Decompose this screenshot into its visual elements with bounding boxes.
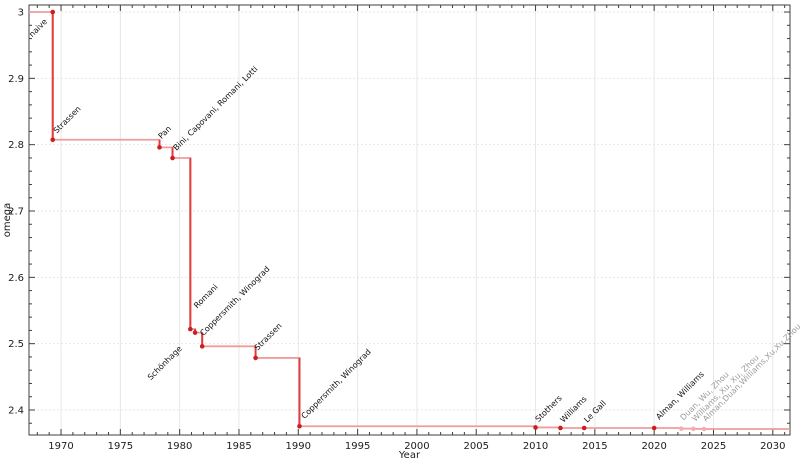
- y-tick-label: 2.6: [8, 273, 24, 284]
- y-tick-label: 2.5: [8, 339, 24, 350]
- data-point: [691, 426, 696, 432]
- data-point: [199, 344, 205, 349]
- x-tick-label: 2030: [760, 441, 785, 452]
- data-point: [558, 425, 563, 431]
- y-tick-label: 2.4: [8, 405, 24, 416]
- x-tick-label: 1980: [167, 441, 192, 452]
- data-point: [192, 330, 198, 335]
- data-point: [170, 155, 175, 161]
- y-tick-label: 3: [18, 8, 24, 19]
- data-point: [581, 425, 587, 431]
- plot-border: [28, 4, 791, 436]
- x-tick-label: 2020: [641, 441, 666, 452]
- point-label: Romani: [192, 282, 220, 310]
- x-tick-label: 2015: [582, 441, 607, 452]
- point-label: Coppersmith, Winograd: [198, 264, 271, 337]
- x-axis-label: Year: [398, 450, 421, 460]
- point-label: Strassen: [253, 321, 284, 352]
- data-point: [701, 426, 707, 432]
- point-label: Pan: [157, 124, 174, 141]
- point-label: Williams, Xu, Xu, Zhou: [690, 353, 760, 423]
- step-line: [29, 11, 790, 430]
- y-tick-label: 2.8: [8, 140, 24, 151]
- data-point: [253, 355, 258, 361]
- point-label: Alman,Duan,Williams,Xu,Xu,Zhou: [701, 322, 800, 423]
- x-tick-label: 2005: [464, 441, 489, 452]
- x-tick-label: 1985: [226, 441, 251, 452]
- data-point: [679, 426, 684, 431]
- point-label: Strassen: [52, 104, 83, 135]
- point-label: Schönhage: [146, 344, 184, 382]
- data-point: [297, 423, 302, 429]
- y-tick-label: 2.9: [8, 74, 24, 85]
- y-axis-label: omega: [2, 203, 13, 238]
- point-label: Bini, Capovani, Romani, Lotti: [172, 64, 260, 152]
- point-label: naive: [27, 17, 49, 39]
- x-tick-label: 1975: [108, 441, 133, 452]
- y-tick-label: 2.7: [8, 207, 24, 218]
- data-point: [533, 425, 538, 430]
- data-point: [50, 137, 56, 143]
- x-tick-label: 1970: [48, 441, 73, 452]
- data-point: [157, 145, 162, 150]
- x-tick-label: 2000: [404, 441, 429, 452]
- x-tick-label: 1995: [345, 441, 370, 452]
- plot-area: 1970 1975 1980 1985 1990 1995 2000 2005 2010 2015…: [8, 4, 800, 452]
- x-tick-label: 1990: [286, 441, 311, 452]
- data-point: [188, 326, 193, 332]
- x-tick-label: 2010: [523, 441, 548, 452]
- x-tick-label: 2025: [701, 441, 726, 452]
- data-point: [50, 9, 56, 15]
- data-point: [651, 425, 657, 431]
